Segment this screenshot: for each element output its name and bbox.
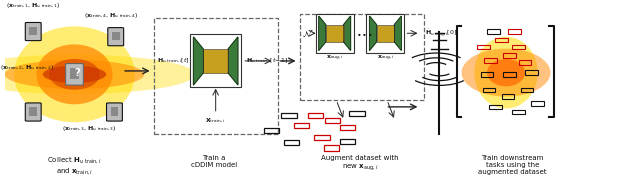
Bar (513, 45, 525, 49)
Bar (495, 38, 508, 42)
Bar (484, 58, 497, 63)
FancyBboxPatch shape (26, 103, 41, 121)
Bar (503, 72, 516, 76)
Bar (340, 125, 355, 130)
Ellipse shape (487, 59, 525, 86)
Text: Augment dataset with
new $\mathbf{x}_{\mathrm{aug},i}$: Augment dataset with new $\mathbf{x}_{\m… (321, 155, 399, 173)
Bar (111, 107, 118, 116)
Bar (308, 113, 323, 118)
FancyBboxPatch shape (26, 22, 41, 41)
Bar (324, 145, 339, 150)
Bar (508, 29, 520, 34)
Text: $\mathbf{x}_{\mathrm{aug},i}$: $\mathbf{x}_{\mathrm{aug},i}$ (376, 53, 394, 63)
Text: $(\mathbf{x}_{\mathrm{train},1}, \mathbf{H}_{\nu,\mathrm{train},1})$: $(\mathbf{x}_{\mathrm{train},1}, \mathbf… (6, 2, 60, 10)
Bar (264, 128, 279, 133)
Bar (340, 139, 355, 144)
Text: $\mathbf{x}_{\mathrm{aug},i}$: $\mathbf{x}_{\mathrm{aug},i}$ (326, 53, 344, 63)
Text: ?: ? (75, 68, 81, 78)
Bar (531, 101, 544, 106)
Bar (525, 70, 538, 75)
Bar (349, 111, 365, 116)
Bar (489, 105, 502, 109)
Text: $(\mathbf{x}_{\mathrm{train},3}, \mathbf{H}_{\nu,\mathrm{train},3})$: $(\mathbf{x}_{\mathrm{train},3}, \mathbf… (62, 125, 116, 133)
Bar (376, 25, 394, 42)
Ellipse shape (14, 26, 135, 122)
Bar (316, 14, 354, 53)
Text: Collect $\mathbf{H}_{\nu,\mathrm{train},i}$
and $\mathbf{x}_{\mathrm{train},i}$: Collect $\mathbf{H}_{\nu,\mathrm{train},… (47, 155, 102, 176)
Bar (326, 25, 344, 42)
Ellipse shape (43, 66, 106, 83)
Ellipse shape (461, 49, 550, 97)
Text: Train downstream
tasks using the
augmented dataset: Train downstream tasks using the augment… (478, 155, 547, 175)
Bar (519, 60, 531, 65)
FancyBboxPatch shape (108, 28, 124, 46)
Bar (29, 27, 37, 35)
Bar (154, 18, 278, 134)
Text: $\mathcal{N}$: $\mathcal{N}$ (301, 28, 313, 39)
Polygon shape (394, 16, 401, 50)
Polygon shape (228, 37, 238, 85)
Text: $\mathbf{H}_{\nu,\mathrm{train},i}[t\!-\!1]$: $\mathbf{H}_{\nu,\mathrm{train},i}[t\!-\… (246, 57, 288, 65)
Text: $\mathbf{X}_{\mathrm{train},i}$: $\mathbf{X}_{\mathrm{train},i}$ (205, 116, 226, 125)
Text: $(\mathbf{x}_{\mathrm{train},4}, \mathbf{H}_{\nu,\mathrm{train},4})$: $(\mathbf{x}_{\mathrm{train},4}, \mathbf… (84, 12, 138, 20)
Bar (314, 135, 330, 140)
Text: $(\mathbf{x}_{\mathrm{train},2}, \mathbf{H}_{\nu,\mathrm{train},2})$: $(\mathbf{x}_{\mathrm{train},2}, \mathbf… (0, 63, 54, 72)
Bar (300, 14, 424, 100)
Bar (190, 34, 241, 87)
Bar (112, 32, 120, 40)
Bar (483, 87, 495, 92)
Polygon shape (369, 16, 376, 50)
Bar (520, 87, 533, 92)
Ellipse shape (49, 59, 100, 90)
Polygon shape (193, 37, 204, 85)
Polygon shape (344, 16, 351, 50)
Bar (70, 68, 79, 79)
Bar (29, 107, 37, 116)
Ellipse shape (4, 60, 144, 89)
Bar (294, 123, 309, 128)
Bar (513, 110, 525, 114)
Bar (204, 49, 228, 73)
Bar (477, 45, 490, 49)
Bar (503, 53, 516, 58)
Ellipse shape (0, 55, 195, 94)
Text: $\tilde{\mathbf{H}}_{\nu,\mathrm{aug},i}[0]$: $\tilde{\mathbf{H}}_{\nu,\mathrm{aug},i}… (425, 28, 457, 39)
FancyBboxPatch shape (65, 64, 83, 85)
Polygon shape (319, 16, 326, 50)
Ellipse shape (474, 37, 538, 109)
Ellipse shape (36, 44, 113, 104)
Bar (502, 94, 515, 99)
Bar (282, 113, 296, 118)
Bar (481, 72, 493, 76)
Text: $\bullet\!\bullet\!\bullet$: $\bullet\!\bullet\!\bullet$ (356, 29, 372, 38)
Bar (324, 118, 340, 123)
FancyBboxPatch shape (106, 103, 122, 121)
Text: Train a
cDDIM model: Train a cDDIM model (191, 155, 237, 168)
Bar (284, 140, 299, 145)
Bar (367, 14, 404, 53)
Text: $\mathbf{H}_{\nu,\mathrm{train},i}[t]$: $\mathbf{H}_{\nu,\mathrm{train},i}[t]$ (157, 57, 189, 65)
Bar (487, 29, 500, 34)
